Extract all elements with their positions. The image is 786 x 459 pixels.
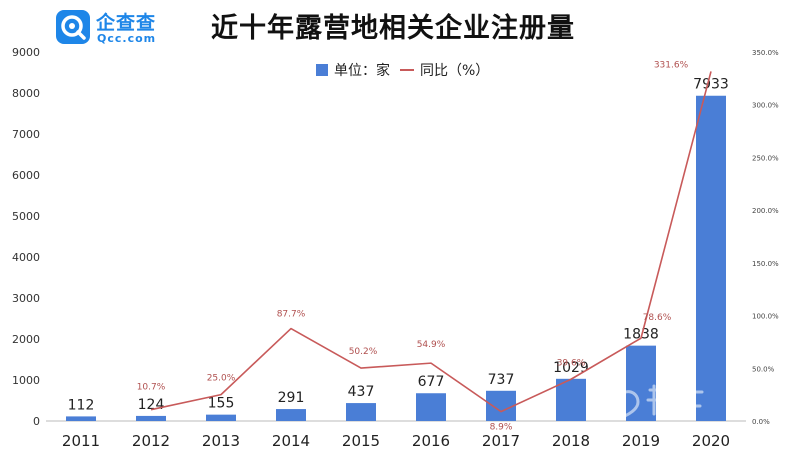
legend-bar-swatch <box>316 64 328 76</box>
bar <box>486 390 516 421</box>
y-left-tick-label: 4000 <box>12 251 40 264</box>
logo-text-en: Qcc.com <box>97 32 157 45</box>
bar-value-label: 155 <box>208 396 235 412</box>
y-left-tick-label: 6000 <box>12 169 40 182</box>
x-tick-label: 2019 <box>622 432 660 450</box>
bar-value-label: 437 <box>348 384 375 400</box>
bar-value-label: 737 <box>488 372 515 388</box>
legend-line-label: 同比（%） <box>420 63 490 79</box>
bar-value-label: 291 <box>278 390 305 406</box>
y-right-tick-label: 50.0% <box>752 365 775 373</box>
bar-value-label: 1029 <box>553 360 589 376</box>
y-right-tick-label: 100.0% <box>752 313 779 321</box>
bar <box>136 415 166 421</box>
qcc-logo-icon <box>56 10 90 44</box>
growth-value-label: 54.9% <box>417 340 446 350</box>
bar <box>696 95 726 421</box>
x-tick-label: 2011 <box>62 432 100 450</box>
y-right-tick-label: 250.0% <box>752 154 779 162</box>
growth-value-label: 39.6% <box>557 358 586 368</box>
chart-title: 近十年露营地相关企业注册量 <box>211 13 575 44</box>
y-right-tick-label: 150.0% <box>752 260 779 268</box>
growth-value-label: 25.0% <box>207 374 236 384</box>
y-left-tick-label: 1000 <box>12 374 40 387</box>
bar-value-label: 1838 <box>623 327 659 343</box>
bar <box>416 393 446 421</box>
chart-legend: 单位：家 同比（%） <box>316 60 490 79</box>
y-left-tick-label: 0 <box>33 415 40 428</box>
bar <box>206 414 236 421</box>
x-tick-label: 2013 <box>202 432 240 450</box>
y-left-tick-label: 9000 <box>12 46 40 59</box>
x-tick-label: 2016 <box>412 432 450 450</box>
watermark-logo <box>592 378 712 422</box>
growth-value-label: 50.2% <box>349 347 378 357</box>
x-tick-label: 2017 <box>482 432 520 450</box>
x-tick-label: 2014 <box>272 432 310 450</box>
growth-value-label: 331.6% <box>654 60 689 70</box>
x-tick-label: 2020 <box>692 432 730 450</box>
y-left-tick-label: 8000 <box>12 87 40 100</box>
bar-value-label: 112 <box>68 397 95 413</box>
y-left-tick-label: 5000 <box>12 210 40 223</box>
y-right-tick-label: 350.0% <box>752 49 779 57</box>
y-right-tick-label: 300.0% <box>752 102 779 110</box>
bar-value-label: 124 <box>138 397 165 413</box>
y-left-tick-label: 3000 <box>12 292 40 305</box>
y-left-tick-label: 7000 <box>12 128 40 141</box>
growth-value-label: 87.7% <box>277 310 306 320</box>
x-tick-label: 2015 <box>342 432 380 450</box>
y-right-tick-label: 200.0% <box>752 207 779 215</box>
bar <box>66 416 96 421</box>
bar <box>626 345 656 421</box>
qcc-logo: 企查查 Qcc.com <box>56 8 196 48</box>
bar-value-label: 677 <box>418 374 445 390</box>
logo-text-cn: 企查查 <box>96 12 157 34</box>
legend-bar-label: 单位：家 <box>334 63 390 79</box>
bar <box>276 409 306 421</box>
y-left-tick-label: 2000 <box>12 333 40 346</box>
growth-line <box>150 71 712 413</box>
y-right-tick-label: 0.0% <box>752 418 770 426</box>
legend-line-swatch <box>400 69 414 71</box>
bar <box>556 378 586 421</box>
x-tick-label: 2018 <box>552 432 590 450</box>
growth-value-label: 8.9% <box>490 423 513 433</box>
bar-value-label: 7933 <box>693 77 729 93</box>
growth-value-label: 78.6% <box>643 313 672 323</box>
bar <box>346 403 376 421</box>
x-tick-label: 2012 <box>132 432 170 450</box>
growth-value-label: 10.7% <box>137 383 166 393</box>
